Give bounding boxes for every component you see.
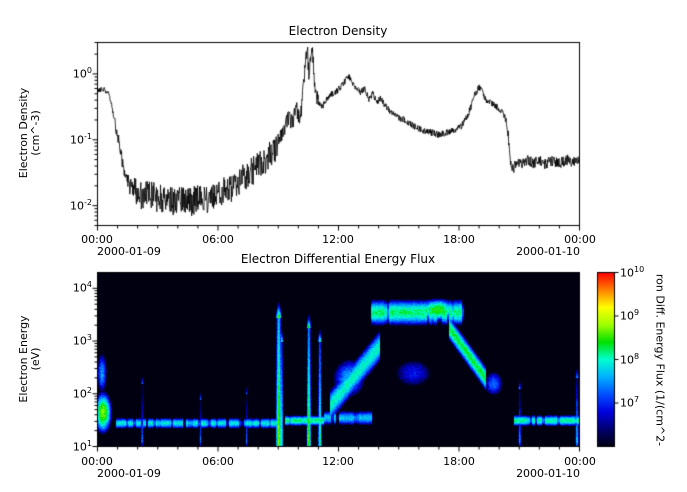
top-date-left: 2000-01-09 <box>97 245 161 258</box>
bottom-ytick-1e4: 104 <box>72 279 92 295</box>
bottom-panel-ylabel: Electron Energy (eV) <box>17 315 42 402</box>
bottom-ytick-1e3: 103 <box>72 332 92 348</box>
top-xtick-1800: 18:00 <box>443 233 475 246</box>
bottom-panel-title: Electron Differential Energy Flux <box>240 252 436 266</box>
top-ytick-1e0: 100 <box>72 65 92 81</box>
bottom-ytick-1e2: 102 <box>72 385 92 401</box>
bottom-xtick-0000b: 00:00 <box>564 455 596 468</box>
tick-exponent: 1 <box>86 438 92 448</box>
bottom-xtick-1800: 18:00 <box>443 455 475 468</box>
tick-base: 10 <box>72 334 87 348</box>
top-xtick-0000a: 00:00 <box>81 233 113 246</box>
bottom-date-left: 2000-01-09 <box>97 467 161 480</box>
top-panel-ylabel: Electron Density (cm^-3) <box>17 88 42 178</box>
tick-base: 10 <box>620 353 634 367</box>
tick-exponent: -1 <box>84 131 92 141</box>
tick-exponent: 8 <box>634 351 640 361</box>
colorbar-tick-1e7: 107 <box>620 394 640 410</box>
tick-base: 10 <box>620 396 634 410</box>
tick-base: 10 <box>72 67 87 81</box>
colorbar-tick-1e10: 1010 <box>620 264 645 280</box>
colorbar-label: ron Diff. Energy Flux (1/(cm^2- <box>653 273 667 447</box>
bottom-ylabel-line2: (eV) <box>29 347 42 371</box>
bottom-xtick-0000a: 00:00 <box>81 455 113 468</box>
tick-base: 10 <box>72 387 87 401</box>
tick-exponent: 4 <box>86 279 92 289</box>
tick-base: 10 <box>70 199 85 213</box>
bottom-date-right: 2000-01-10 <box>516 467 580 480</box>
top-xtick-0000b: 00:00 <box>564 233 596 246</box>
tick-exponent: 9 <box>634 307 640 317</box>
tick-exponent: 10 <box>634 264 645 274</box>
colorbar-tick-1e8: 108 <box>620 351 640 367</box>
tick-exponent: 7 <box>634 394 640 404</box>
colorbar-tick-1e9: 109 <box>620 307 640 323</box>
tick-base: 10 <box>620 309 634 323</box>
top-ylabel-line2: (cm^-3) <box>29 110 42 156</box>
top-panel-title: Electron Density <box>288 24 388 38</box>
tick-base: 10 <box>72 281 87 295</box>
bottom-xtick-1200: 12:00 <box>322 455 354 468</box>
tick-exponent: 0 <box>86 65 92 75</box>
bottom-xtick-0600: 06:00 <box>202 455 234 468</box>
top-date-right: 2000-01-10 <box>516 245 580 258</box>
tick-exponent: 2 <box>86 385 92 395</box>
tick-base: 10 <box>72 440 87 454</box>
tick-base: 10 <box>620 266 634 280</box>
top-xtick-1200: 12:00 <box>322 233 354 246</box>
top-xtick-0600: 06:00 <box>202 233 234 246</box>
top-ytick-1e-2: 10-2 <box>70 197 92 213</box>
tick-base: 10 <box>70 133 85 147</box>
tick-exponent: -2 <box>84 197 92 207</box>
top-ytick-1e-1: 10-1 <box>70 131 92 147</box>
bottom-ytick-1e1: 101 <box>72 438 92 454</box>
tick-exponent: 3 <box>86 332 92 342</box>
